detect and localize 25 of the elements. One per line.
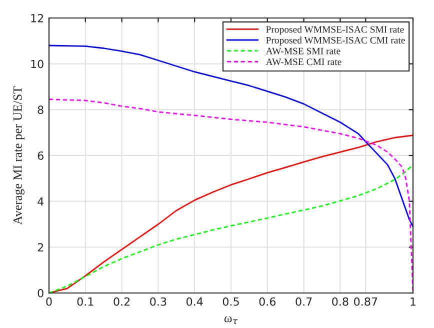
x-tick-label: 1 xyxy=(410,298,416,306)
x-tick-label: 0.2 xyxy=(114,297,130,306)
x-tick-label: 0.3 xyxy=(150,297,166,306)
x-tick-label: 0.7 xyxy=(296,297,312,306)
legend-label: AW-MSE SMI rate xyxy=(266,48,340,54)
y-tick-label: 6 xyxy=(38,151,44,160)
x-axis-title: ω$_{τ}$ xyxy=(224,316,238,324)
y-tick-label: 4 xyxy=(38,197,44,206)
y-tick-label: 0 xyxy=(38,288,44,298)
x-tick-label: 0.5 xyxy=(222,297,239,306)
y-tick-label: 2 xyxy=(38,243,44,252)
y-tick-label: 10 xyxy=(31,60,44,68)
x-tick-label: 0.6 xyxy=(259,297,276,306)
x-tick-label: 0.4 xyxy=(186,297,203,306)
x-tick-label: 0.1 xyxy=(77,297,94,306)
line-series xyxy=(48,44,414,228)
legend-label: Proposed WMMSE-ISAC SMI rate xyxy=(266,26,404,35)
y-tick-label: 12 xyxy=(31,14,44,22)
x-tick-label: 0.8 xyxy=(332,297,348,306)
x-tick-label: 0.87 xyxy=(354,297,378,306)
y-axis-title: Average MI rate per UE/ST xyxy=(13,86,24,225)
y-tick-label: 8 xyxy=(38,106,44,114)
legend-label: AW-MSE CMI rate xyxy=(266,58,342,66)
legend-label: Proposed WMMSE-ISAC CMI rate xyxy=(266,36,405,46)
x-tick-label: 0 xyxy=(46,297,52,306)
